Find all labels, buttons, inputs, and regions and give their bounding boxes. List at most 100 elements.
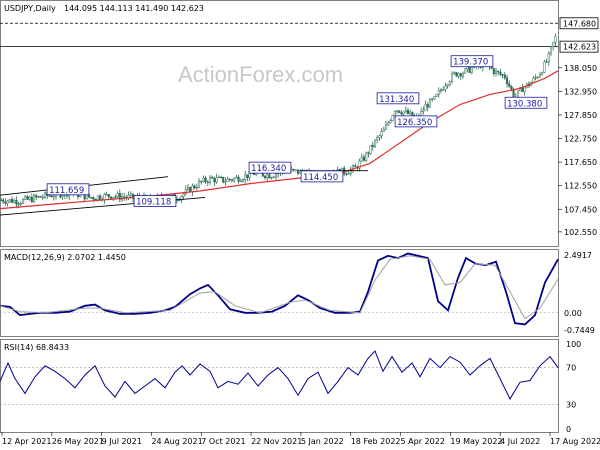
candle-body bbox=[230, 179, 234, 181]
candle-body bbox=[499, 71, 502, 75]
candle-body bbox=[204, 177, 207, 183]
candle-body bbox=[424, 104, 427, 111]
candle-body bbox=[19, 203, 22, 205]
candle-body bbox=[446, 84, 449, 87]
price-y-tick-label: 138.050 bbox=[564, 64, 597, 73]
macd-y-tick-label: 0.00 bbox=[564, 309, 582, 318]
candle-body bbox=[367, 152, 370, 154]
candle-body bbox=[347, 173, 350, 175]
x-tick-label: 18 Feb 2022 bbox=[351, 437, 401, 446]
candle-body bbox=[118, 193, 121, 200]
candle-body bbox=[268, 174, 271, 179]
macd-plot bbox=[0, 252, 559, 326]
candle-body bbox=[459, 73, 462, 77]
candle-body bbox=[439, 89, 443, 92]
candle-body bbox=[510, 85, 513, 90]
price-y-tick-label: 107.450 bbox=[564, 205, 597, 214]
rsi-y-tick-label: 30 bbox=[566, 400, 576, 409]
candle-body bbox=[409, 111, 412, 115]
macd-title: MACD(12,26,9) 2.0702 1.4450 bbox=[4, 253, 126, 262]
candle-body bbox=[246, 174, 249, 179]
candle-body bbox=[200, 180, 203, 183]
price-annotation-box bbox=[248, 161, 292, 174]
x-tick-label: 4 Jul 2022 bbox=[500, 437, 540, 446]
candle-body bbox=[450, 73, 454, 82]
x-tick-label: 5 Jan 2022 bbox=[301, 437, 344, 446]
candle-body bbox=[534, 76, 537, 79]
price-tag-box bbox=[559, 40, 599, 53]
candle-body bbox=[217, 176, 220, 179]
candle-body bbox=[494, 70, 498, 74]
candle-body bbox=[98, 195, 102, 200]
candle-body bbox=[26, 196, 29, 200]
candle-body bbox=[376, 137, 379, 141]
candle-body bbox=[233, 177, 236, 181]
candle-body bbox=[41, 196, 44, 199]
candle-body bbox=[2, 199, 5, 203]
price-annotation-box bbox=[450, 55, 494, 68]
price-annotation-box bbox=[300, 170, 344, 183]
candle-body bbox=[435, 94, 438, 97]
candle-body bbox=[389, 120, 392, 124]
candle-body bbox=[241, 179, 245, 182]
candle-body bbox=[426, 104, 429, 108]
axes: 138.050 132.950 127.850 122.750 117.650 112.5… bbox=[1, 17, 600, 446]
candle-body bbox=[382, 128, 385, 132]
candle-body bbox=[43, 192, 47, 198]
candle-body bbox=[371, 144, 374, 147]
rsi-y-tick-label: 0 bbox=[566, 425, 571, 434]
candle-body bbox=[543, 61, 546, 73]
candle-body bbox=[116, 193, 119, 197]
candle-body bbox=[453, 72, 456, 74]
candle-body bbox=[186, 187, 190, 190]
candle-body bbox=[50, 195, 53, 198]
price-annotation-box bbox=[504, 96, 548, 109]
x-tick-label: 9 Jul 2021 bbox=[102, 437, 142, 446]
candle-body bbox=[380, 131, 383, 137]
x-tick-label: 26 May 2021 bbox=[52, 437, 104, 446]
candle-body bbox=[431, 98, 434, 101]
price-y-tick-label: 102.550 bbox=[564, 228, 597, 237]
candle-body bbox=[15, 200, 18, 205]
candle-body bbox=[215, 177, 218, 183]
candle-body bbox=[52, 196, 55, 198]
candle-body bbox=[96, 195, 99, 200]
x-tick-label: 7 Oct 2021 bbox=[201, 437, 245, 446]
price-y-tick-label: 127.850 bbox=[564, 111, 597, 120]
candle-body bbox=[470, 67, 473, 73]
candle-body bbox=[523, 86, 526, 92]
candle-body bbox=[422, 109, 425, 112]
candle-body bbox=[239, 180, 242, 183]
candle-body bbox=[428, 98, 432, 108]
candle-body bbox=[547, 52, 550, 63]
signal-line bbox=[0, 255, 559, 320]
candle-body bbox=[193, 185, 196, 189]
candle-body bbox=[237, 176, 240, 182]
candle-body bbox=[103, 194, 106, 201]
candle-body bbox=[402, 111, 405, 115]
candle-body bbox=[492, 68, 495, 74]
candle-body bbox=[536, 76, 539, 79]
candle-body bbox=[48, 195, 51, 197]
candle-body bbox=[10, 199, 14, 203]
macd-panel-frame bbox=[0, 249, 559, 337]
candle-body bbox=[90, 196, 93, 199]
x-tick-label: 19 May 2022 bbox=[450, 437, 502, 446]
macd-y-tick-label: 2.4917 bbox=[564, 251, 592, 260]
macd-y-tick-label: -0.7449 bbox=[564, 326, 595, 335]
candle-body bbox=[21, 199, 25, 204]
price-panel-frame bbox=[0, 0, 559, 247]
candle-body bbox=[17, 203, 20, 205]
price-ohlc: 144.095 144.113 141.490 142.623 bbox=[64, 4, 204, 13]
macd-line bbox=[0, 252, 559, 326]
candle-body bbox=[360, 156, 363, 162]
candle-body bbox=[226, 178, 229, 182]
price-tag-box bbox=[559, 17, 599, 30]
candle-body bbox=[37, 196, 40, 198]
candle-body bbox=[444, 85, 447, 90]
candle-body bbox=[505, 77, 509, 84]
candle-body bbox=[545, 61, 548, 63]
candle-body bbox=[197, 180, 201, 188]
rsi-panel-frame bbox=[0, 339, 559, 433]
candle-body bbox=[129, 193, 132, 196]
